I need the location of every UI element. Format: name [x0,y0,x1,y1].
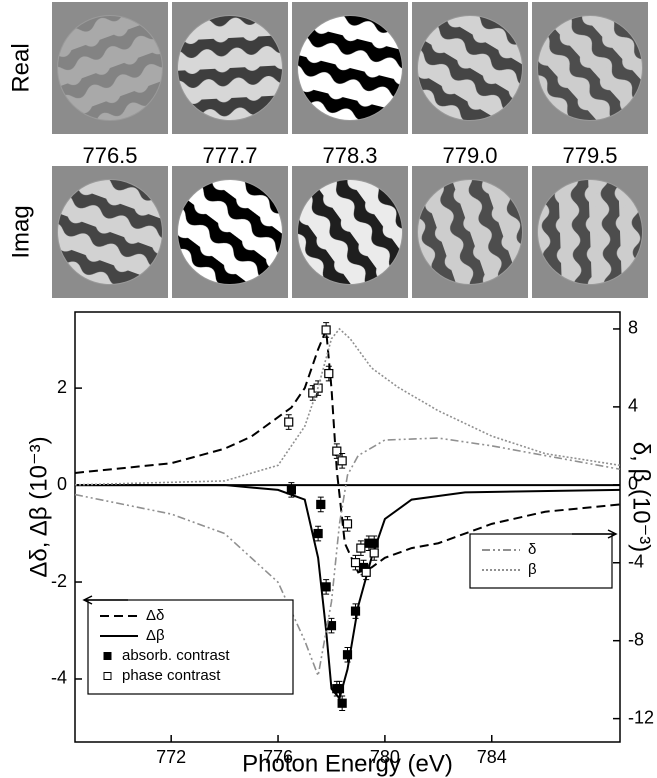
domains [178,16,282,120]
data-point [369,548,379,558]
data-point [342,519,353,529]
y-axis-title: Δδ, Δβ (10⁻³) [25,436,52,577]
legend-label: β [528,561,537,578]
domains [418,16,522,120]
micrograph [52,2,168,134]
domains [538,15,642,120]
y-tick-label: -2 [51,571,67,591]
domains [298,180,402,284]
data-point [337,698,347,708]
y2-tick-label: -8 [628,629,644,649]
micrograph [532,2,648,134]
energy-label: 777.7 [202,143,257,168]
x-tick-label: 776 [263,747,293,767]
micrograph [172,2,288,134]
plot: 772 776 780 784 -4 -2 0 2 -12 -8 -4 0 4 8 Photon Energ… [25,311,655,777]
legend-arrow [82,595,128,605]
micrograph [532,166,648,298]
energy-label: 779.5 [562,143,617,168]
legend-swatch [103,652,112,660]
data-point [337,456,347,466]
data-point [321,582,331,592]
image-panel: 776.5 777.7 778.3 779.0 779.5 [52,2,648,298]
x-tick-label: 780 [370,747,400,767]
domains [178,180,282,284]
legend-box [469,533,613,589]
y-tick-label: 2 [57,377,67,397]
y2-tick-label: 0 [628,474,638,494]
data-point [313,528,323,539]
micrograph [412,2,528,134]
domains [58,180,162,284]
data-point [324,368,334,379]
y-tick-label: -4 [51,668,67,688]
data-point [361,567,371,577]
y2-axis-title: δ, β (10⁻³) [628,442,655,553]
domains [298,16,402,120]
legend-arrow [572,529,618,539]
legend-label: δ [528,541,536,558]
data-point [284,417,294,427]
data-point [356,543,366,553]
micrograph [172,166,288,298]
legend-label: absorb. contrast [122,647,230,664]
micrograph [292,2,408,134]
y2-tick-label: -4 [628,552,644,572]
plot-frame [74,311,621,743]
row-label: Real [7,43,34,92]
data-point [342,650,353,660]
x-tick-label: 772 [156,747,186,767]
data-point [316,499,326,510]
x-tick-label: 784 [477,747,507,767]
y2-tick-label: -12 [628,707,654,727]
data-point [334,684,345,694]
data-point [286,485,296,495]
series-line [74,327,621,486]
data-point [332,446,342,456]
micrograph [292,166,408,298]
row-label: Imag [7,205,34,258]
energy-label: 778.3 [322,143,377,168]
data-point [350,558,361,568]
domains [418,180,522,284]
y-tick-label: 0 [57,474,67,494]
series-line [74,437,621,679]
legend-label: phase contrast [122,667,221,684]
micrograph [52,166,168,298]
x-axis-title: Photon Energy (eV) [242,750,453,777]
energy-label: 779.0 [442,143,497,168]
legend-label: Δδ [146,607,164,624]
micrograph [412,166,528,298]
domains [538,180,642,284]
legend-swatch [103,672,112,680]
y2-tick-label: 8 [628,318,638,338]
y2-tick-label: 4 [628,396,638,416]
data-point [350,606,361,616]
legend-label: Δβ [146,627,165,644]
data-point [321,325,331,335]
energy-label: 776.5 [82,143,137,168]
data-point [326,621,337,631]
domains [58,16,162,120]
